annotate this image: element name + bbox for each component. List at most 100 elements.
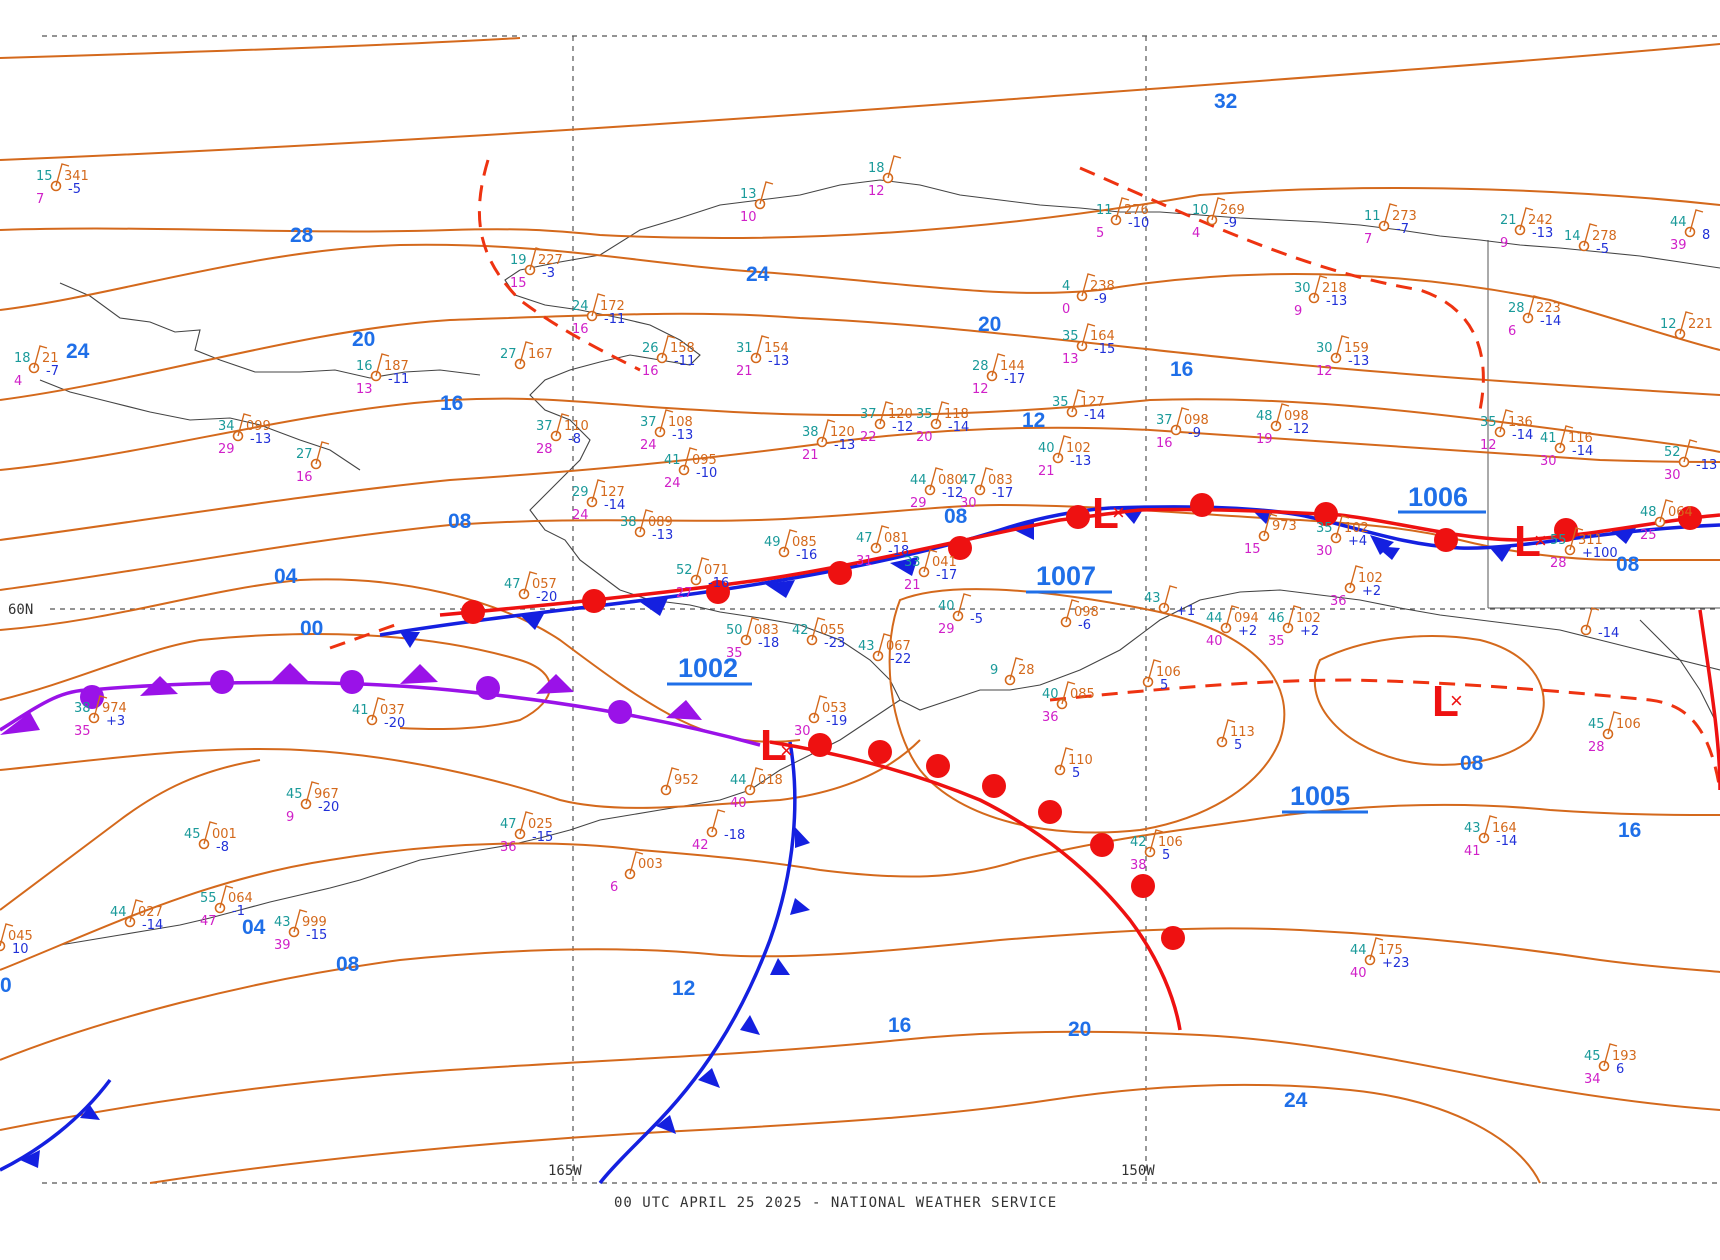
station-tendency: -11: [604, 312, 625, 327]
station-tendency: -10: [696, 466, 717, 481]
station-temp: 46: [1268, 611, 1285, 626]
station-pressure: 080: [938, 473, 963, 488]
station-pressure: 085: [1070, 687, 1095, 702]
station-tendency: -13: [250, 432, 271, 447]
station-plot: 44 175 40 +23: [1350, 937, 1409, 981]
station-tendency: -14: [1496, 834, 1517, 849]
station-plot: 30 218 9 -13: [1294, 275, 1347, 319]
isobar-00: [0, 633, 551, 731]
wind-barb: [755, 335, 770, 359]
wind-barb: [629, 851, 644, 875]
station-temp: 55: [200, 891, 217, 906]
station-tendency: 5: [1162, 848, 1170, 863]
station-pressure: 127: [600, 485, 625, 500]
coast-alaska-north: [519, 179, 1720, 271]
station-tendency: -11: [674, 354, 695, 369]
cold-front-sw: [0, 1078, 112, 1172]
wind-barb: [1335, 335, 1350, 359]
wind-barb: [33, 345, 48, 369]
isobar-label: 12: [672, 977, 695, 1000]
wind-barb: [877, 633, 892, 657]
station-tendency: +100: [1582, 546, 1618, 561]
station-tendency: -18: [888, 544, 909, 559]
station-temp: 44: [1670, 215, 1687, 230]
station-temp: 40: [1038, 441, 1055, 456]
wind-barb: [375, 353, 390, 377]
wind-barb: [1483, 815, 1498, 839]
station-temp: 55: [1550, 533, 1567, 548]
station-pressure: 018: [758, 773, 783, 788]
station-pressure: 227: [538, 253, 563, 268]
station-tendency: -8: [216, 840, 229, 855]
station-dewpoint: 42: [692, 838, 709, 853]
station-tendency: -18: [758, 636, 779, 651]
coast-chukotka: [59, 282, 481, 379]
low-pressure-value: 1002: [678, 653, 738, 683]
station-dewpoint: 35: [74, 724, 91, 739]
station-temp: 42: [792, 623, 809, 638]
cold-front-south: [598, 741, 797, 1185]
station-pressure: 102: [1344, 521, 1369, 536]
wind-barb: [813, 695, 828, 719]
station-pressure: 242: [1528, 213, 1553, 228]
station-dewpoint: 16: [642, 364, 659, 379]
station-tendency: -17: [1004, 372, 1025, 387]
isobar-sw3: [0, 1030, 1720, 1131]
station-temp: 35: [1480, 415, 1497, 430]
wind-barb: [811, 617, 826, 641]
wind-barb: [1569, 527, 1584, 551]
station-pressure: 120: [888, 407, 913, 422]
station-dewpoint: 21: [904, 578, 921, 593]
station-tendency: -20: [318, 800, 339, 815]
station-dewpoint: 31: [856, 554, 873, 569]
station-plot: 35 102 30 +4: [1316, 515, 1369, 559]
station-tendency: -14: [142, 918, 163, 933]
station-plot: 47 057-20: [504, 571, 557, 605]
station-pressure: 027: [138, 905, 163, 920]
station-plot: 41 037-20: [352, 697, 405, 731]
station-tendency: -8: [568, 432, 581, 447]
low-x-mark: ×: [1534, 528, 1547, 553]
station-plot: 43 999 39 -15: [274, 909, 327, 953]
station-temp: 26: [642, 341, 659, 356]
station-temp: 49: [764, 535, 781, 550]
wind-barb: [315, 441, 330, 465]
station-pressure: 118: [944, 407, 969, 422]
station-temp: 9: [990, 663, 998, 678]
station-temp: 43: [1144, 591, 1161, 606]
station-dewpoint: 35: [726, 646, 743, 661]
station-temp: 35: [1052, 395, 1069, 410]
troughs: [329, 159, 1720, 791]
station-tendency: +2: [1362, 584, 1381, 599]
station-tendency: 6: [1616, 1062, 1624, 1077]
wind-barb: [129, 899, 144, 923]
station-pressure: 081: [884, 531, 909, 546]
station-pressure: 278: [1592, 229, 1617, 244]
station-plot: 27 167: [500, 341, 553, 370]
station-pressure: 276: [1124, 203, 1149, 218]
station-temp: 37: [1156, 413, 1173, 428]
station-dewpoint: 38: [1130, 858, 1147, 873]
wind-barb: [639, 509, 654, 533]
station-pressure: 098: [1284, 409, 1309, 424]
station-pressure: 223: [1536, 301, 1561, 316]
station-tendency: -16: [708, 576, 729, 591]
station-temp: 27: [500, 347, 517, 362]
station-plot: 44 39 8: [1670, 209, 1710, 253]
station-tendency: -3: [542, 266, 555, 281]
station-pressure: 311: [1578, 533, 1603, 548]
station-tendency: -18: [724, 828, 745, 843]
station-plot: 35 164 13 -15: [1062, 323, 1115, 367]
station-tendency: -9: [1094, 292, 1107, 307]
isobar-label: 08: [944, 505, 968, 528]
station-plot: 973 15: [1244, 513, 1297, 557]
station-dewpoint: 15: [510, 276, 527, 291]
low-x-mark: ×: [1450, 688, 1463, 713]
low-center-1006: L × 1006: [1398, 482, 1547, 566]
station-plot: 24 172 16 -11: [572, 293, 625, 337]
trough-far-west: [329, 623, 396, 650]
cold-front-symbols: [20, 508, 1636, 1168]
